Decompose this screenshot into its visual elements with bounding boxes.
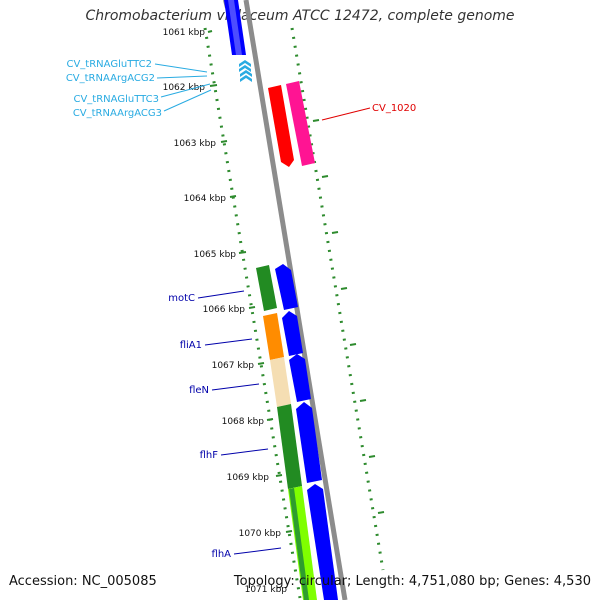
accession-text: Accession: NC_005085: [9, 574, 157, 589]
tick-label: 1071 kbp: [245, 585, 288, 595]
gene-motc[interactable]: [256, 265, 277, 311]
gene-flha-shade: [289, 488, 309, 600]
gene-label-flhf[interactable]: flhF: [200, 448, 269, 461]
gene-motc-forward[interactable]: [275, 264, 298, 310]
gene-flhf-forward[interactable]: [296, 402, 322, 483]
tick-1066: 1066 kbp: [203, 305, 256, 315]
gene-flhf[interactable]: [277, 404, 302, 489]
label-text: CV_1020: [372, 103, 416, 114]
gene-label-flia1[interactable]: fliA1: [180, 338, 253, 351]
gene-flha-forward[interactable]: [307, 484, 338, 600]
tick-1062: 1062 kbp: [163, 83, 218, 93]
genome-summary-text: Topology: circular; Length: 4,751,080 bp…: [233, 574, 591, 589]
tick-1071: 1071 kbp: [245, 585, 288, 595]
gene-flen[interactable]: [270, 357, 291, 407]
tick-label: 1062 kbp: [163, 83, 206, 93]
gene-label-motc[interactable]: motC: [168, 290, 245, 304]
ticks: 1061 kbp 1062 kbp 1063 kbp 1064 kbp 1065…: [163, 28, 293, 595]
label-text: flhF: [200, 450, 219, 461]
tick-label: 1061 kbp: [163, 28, 206, 38]
tick-label: 1067 kbp: [212, 361, 255, 371]
gene-label-cv-trnaargacg3[interactable]: CV_tRNAArgACG3: [73, 89, 212, 119]
gene-label-flha[interactable]: flhA: [212, 547, 282, 560]
label-text: motC: [168, 293, 195, 304]
gene-cv1020-red[interactable]: [268, 85, 294, 167]
tick-1068: 1068 kbp: [222, 417, 274, 427]
tick-1063: 1063 kbp: [174, 139, 228, 149]
tick-1070: 1070 kbp: [239, 529, 293, 539]
gene-flia1-forward[interactable]: [282, 311, 303, 356]
gene-label-flen[interactable]: fleN: [189, 383, 260, 396]
label-text: CV_tRNAArgACG3: [73, 108, 162, 119]
map-title: Chromobacterium violaceum ATCC 12472, co…: [85, 8, 515, 24]
gene-label-cv-trnaglutc2[interactable]: CV_tRNAGluTTC2: [66, 59, 208, 73]
gc-track-outer: [290, 27, 385, 571]
tick-label: 1068 kbp: [222, 417, 265, 427]
gc-track-inner: [203, 27, 302, 599]
gene-flia1[interactable]: [263, 313, 284, 360]
gene-cv1020-pink[interactable]: [286, 81, 315, 166]
label-text: fleN: [189, 385, 209, 396]
label-text: CV_tRNAGluTTC3: [73, 94, 159, 105]
tick-label: 1066 kbp: [203, 305, 246, 315]
label-text: CV_tRNAGluTTC2: [66, 59, 152, 70]
label-text: fliA1: [180, 340, 202, 351]
outer-ticks: [312, 119, 385, 514]
tick-label: 1069 kbp: [227, 473, 270, 483]
gene-label-cv-trnaargacg2[interactable]: CV_tRNAArgACG2: [66, 73, 208, 84]
label-text: flhA: [212, 549, 232, 560]
gene-flen-forward[interactable]: [289, 354, 311, 402]
tick-1061: 1061 kbp: [163, 28, 213, 38]
trna-glyphs[interactable]: [239, 60, 252, 82]
tick-label: 1070 kbp: [239, 529, 282, 539]
tick-label: 1063 kbp: [174, 139, 217, 149]
gene-label-cv-trnaglutc3[interactable]: CV_tRNAGluTTC3: [73, 83, 211, 105]
gene-label-cv1020[interactable]: CV_1020: [321, 103, 416, 121]
tick-1067: 1067 kbp: [212, 361, 265, 371]
tick-1065: 1065 kbp: [194, 250, 247, 260]
tick-1069: 1069 kbp: [227, 473, 283, 483]
tick-1064: 1064 kbp: [184, 194, 237, 204]
label-text: CV_tRNAArgACG2: [66, 73, 155, 84]
tick-label: 1064 kbp: [184, 194, 227, 204]
gene-top-forward-highlight: [228, 0, 242, 55]
tick-label: 1065 kbp: [194, 250, 237, 260]
